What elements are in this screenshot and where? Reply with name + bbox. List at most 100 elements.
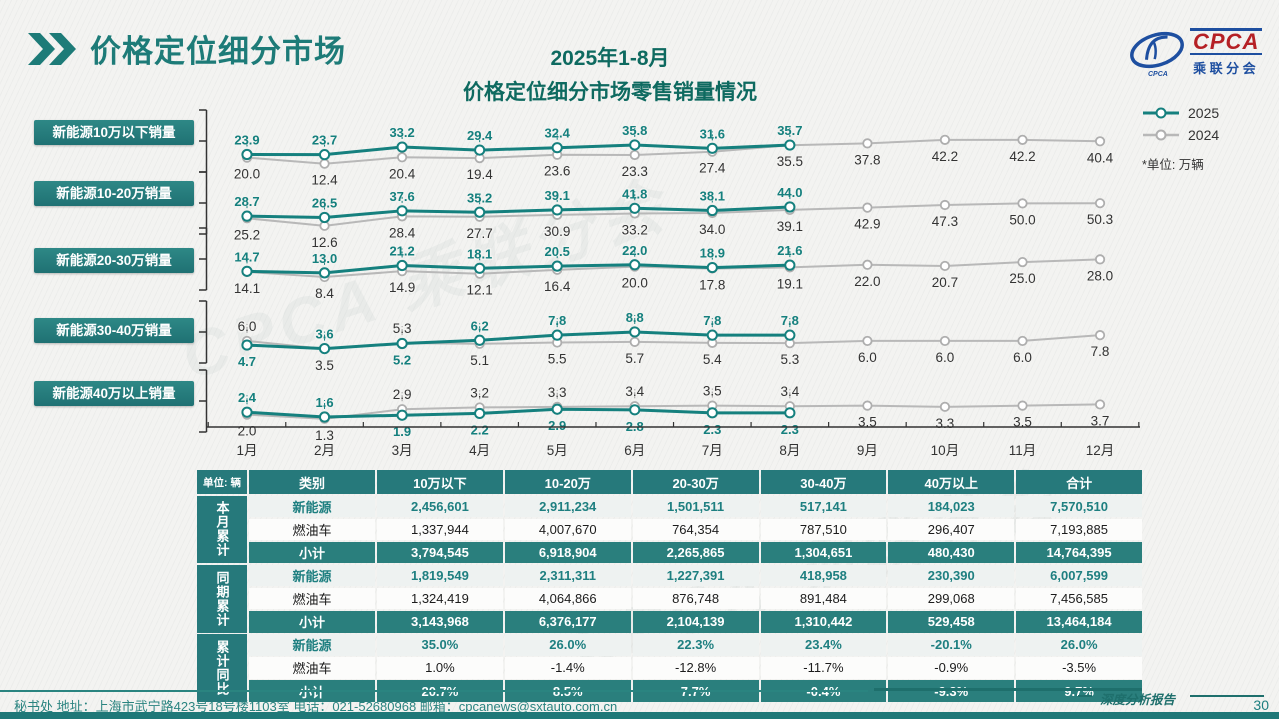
table-cell: 517,141: [760, 495, 887, 518]
marker-2024: [629, 336, 640, 347]
chart-row-0: 23.9 20.0 23.7 12.4 33.2 20.4 29.4 19.4 32.4 23.6…: [199, 109, 1115, 189]
data-label-2024: 20.7: [932, 275, 958, 290]
data-label-2025: 2.3: [781, 422, 799, 437]
data-label-2024: 3.5: [703, 384, 722, 399]
logo-cn-text: 乘联分会: [1193, 61, 1260, 76]
segment-label-300-400k: 新能源30-40万销量: [34, 318, 194, 343]
x-axis-label: 8月: [779, 443, 800, 458]
legend-swatch-2025: [1143, 107, 1179, 119]
table-row-label: 燃油车: [249, 587, 375, 610]
marker-2025: [396, 337, 408, 350]
data-label-2024: 20.4: [389, 166, 416, 181]
marker-2024: [862, 202, 873, 213]
data-label-2024: 5.7: [625, 351, 644, 366]
line-2024: [246, 403, 1101, 420]
data-label-2025: 2.2: [471, 422, 489, 437]
data-label-2024: 1.3: [315, 428, 334, 443]
table-cell: -11.7%: [760, 657, 887, 679]
table-row-label: 新能源: [249, 634, 375, 656]
marker-2025: [396, 141, 408, 153]
data-label-2024: 8.4: [315, 286, 334, 301]
data-label-2024: 6.0: [1013, 350, 1032, 365]
table-cell: 26.0%: [1016, 634, 1142, 656]
table-cell: -1.4%: [504, 657, 631, 679]
data-label-2025: 23.9: [234, 132, 259, 147]
data-label-2024: 5.3: [780, 352, 799, 367]
marker-2025: [784, 259, 796, 271]
data-label-2025: 5.2: [393, 352, 411, 367]
chart-row-4: 2.42.01.61.32.91.93.22.23.32.93.42.83.52…: [199, 369, 1111, 444]
x-axis-label: 5月: [547, 443, 568, 458]
marker-2024: [629, 149, 640, 161]
table-cell: 6,918,904: [504, 541, 631, 564]
marker-2025: [318, 343, 331, 355]
line-2025: [246, 263, 790, 275]
data-label-2024: 22.0: [854, 274, 880, 289]
table-group-label: 同期累计: [197, 564, 247, 633]
marker-2024: [1094, 136, 1106, 147]
data-label-2024: 2.0: [238, 424, 257, 439]
data-label-2024: 5.1: [470, 353, 489, 368]
marker-2025: [551, 260, 563, 272]
data-label-2024: 28.4: [389, 225, 416, 240]
table-cell: 876,748: [632, 587, 759, 610]
cpca-emblem-icon: CPCA: [1130, 31, 1184, 78]
data-label-2025: 18.9: [700, 246, 725, 261]
marker-2025: [629, 202, 641, 214]
data-label-2024: 3.4: [780, 384, 799, 399]
table-col-header: 合计: [1016, 470, 1142, 494]
marker-2024: [862, 259, 873, 270]
table-row-label: 新能源: [249, 495, 375, 518]
table-cell: 7,456,585: [1016, 587, 1142, 610]
table-cell: 23.4%: [760, 634, 887, 656]
marker-2024: [1094, 399, 1106, 410]
data-label-2024: 28.0: [1087, 268, 1113, 283]
table-col-header: 30-40万: [760, 470, 887, 494]
emblem-letters: CPCA: [1148, 71, 1168, 78]
x-axis-label: 6月: [624, 443, 645, 458]
table-cell: 1.0%: [377, 657, 503, 679]
table-cell: -0.9%: [888, 657, 1015, 679]
table-cell: 184,023: [888, 495, 1015, 518]
data-label-2025: 35.8: [622, 123, 647, 138]
table-cell: 2,911,234: [504, 495, 631, 518]
line-2024: [246, 138, 1101, 165]
data-label-2024: 12.4: [311, 173, 338, 188]
data-label-2024: 6.0: [936, 350, 955, 365]
data-label-2025: 22.0: [622, 243, 647, 258]
marker-2025: [784, 139, 796, 151]
marker-2024: [1017, 256, 1028, 268]
marker-2024: [862, 400, 873, 411]
marker-2025: [629, 139, 641, 151]
table-cell: 4,007,670: [504, 518, 631, 541]
data-label-2024: 17.8: [699, 278, 725, 293]
legend-item-2024: 2024: [1142, 124, 1219, 146]
table-cell: 6,007,599: [1016, 564, 1142, 587]
marker-2025: [784, 201, 796, 213]
marker-2024: [319, 158, 330, 169]
line-2025: [246, 205, 790, 219]
data-label-2025: 26.5: [312, 195, 337, 210]
table-cell: 14,764,395: [1016, 541, 1142, 564]
data-label-2025: 1.6: [316, 395, 334, 410]
data-label-2024: 5.3: [393, 321, 412, 336]
table-cell: -20.1%: [888, 634, 1015, 656]
legend-label: 2024: [1188, 127, 1220, 143]
marker-2025: [318, 211, 331, 224]
marker-2025: [551, 142, 563, 154]
data-label-2025: 21.2: [389, 244, 414, 259]
table-col-header: 10万以下: [377, 470, 503, 494]
data-label-2024: 33.2: [622, 222, 648, 237]
line-2025: [246, 143, 790, 157]
data-label-2025: 7.8: [781, 313, 799, 328]
x-axis-label: 7月: [702, 443, 723, 458]
segment-label-over-400k: 新能源40万以上销量: [34, 381, 194, 406]
data-label-2025: 29.4: [467, 128, 493, 143]
table-cell: 1,304,651: [760, 541, 887, 564]
data-label-2025: 8.8: [626, 310, 644, 325]
data-label-2024: 50.0: [1009, 212, 1035, 227]
x-axis-label: 3月: [392, 443, 413, 458]
footer-divider: [0, 690, 868, 692]
marker-2025: [474, 206, 486, 218]
table-cell: 3,794,545: [377, 541, 503, 564]
